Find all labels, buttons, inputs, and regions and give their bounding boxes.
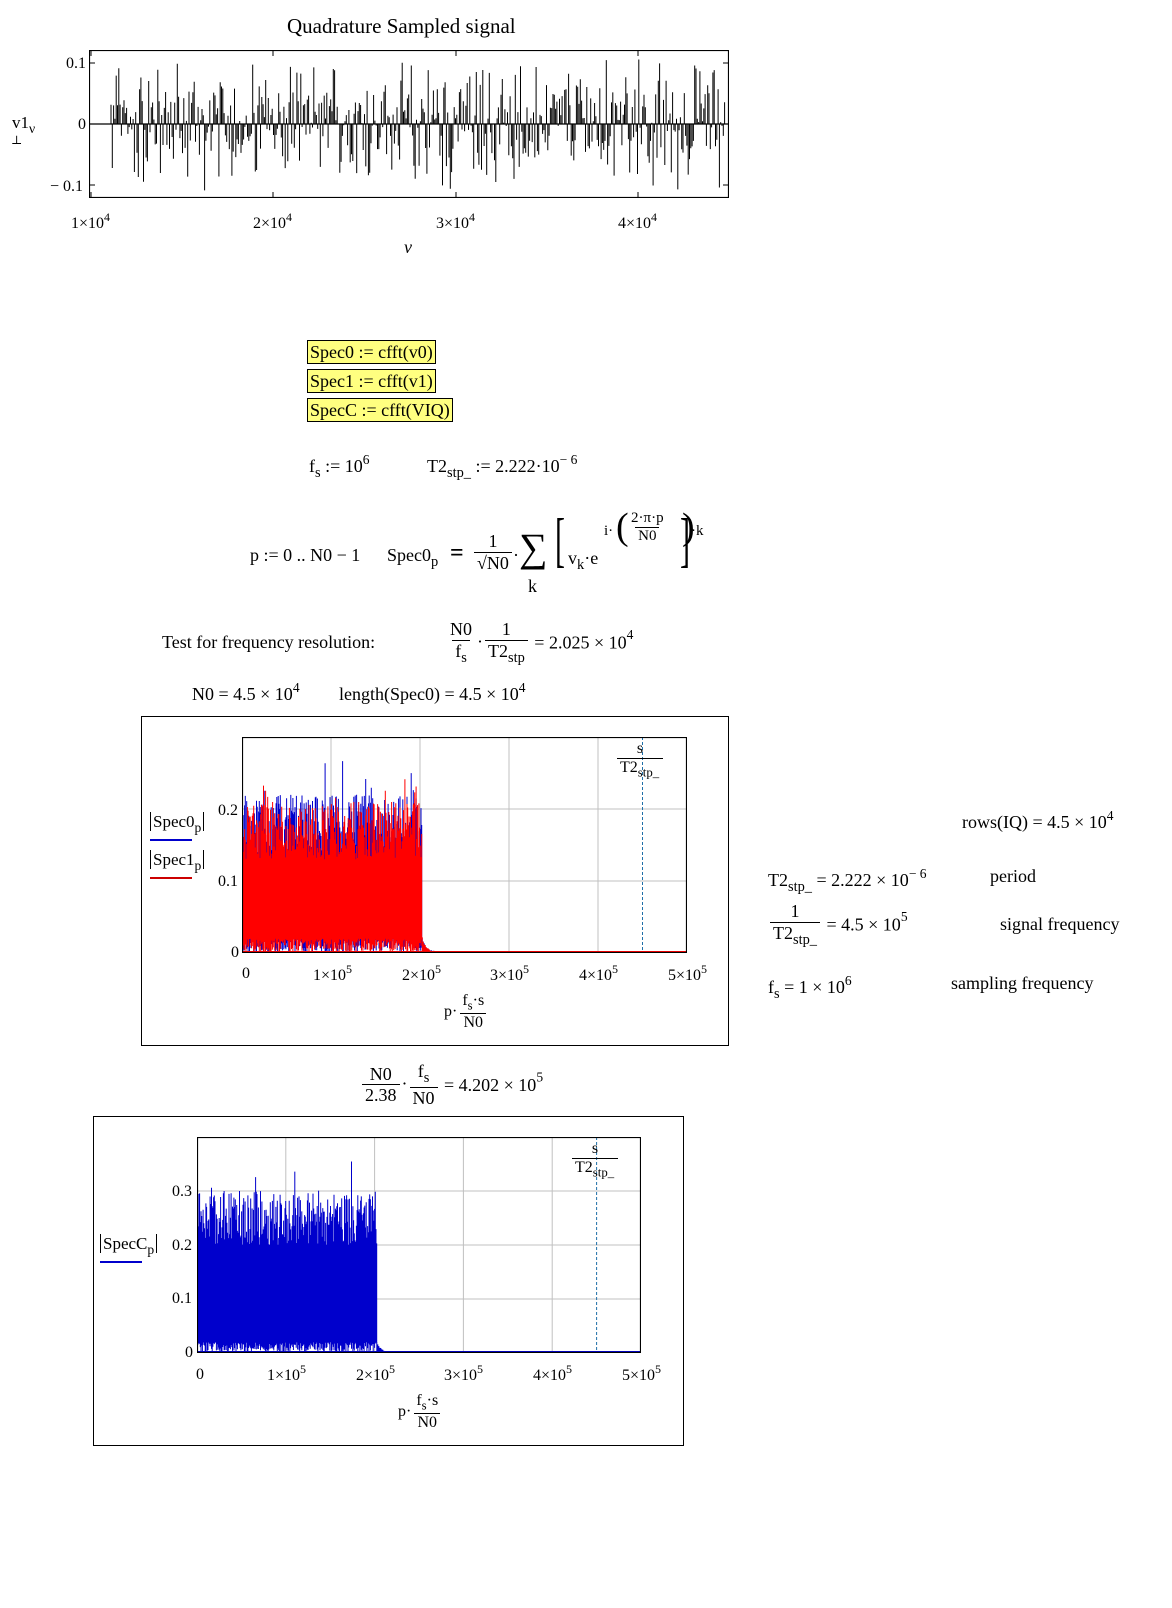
legend-line-red (150, 876, 192, 879)
mid-plot-marker-label: s T2stp_ (615, 740, 665, 780)
n0-value[interactable]: N0 = 4.5 × 104 (192, 680, 300, 705)
bottom-plot-ytick-2: 0.1 (172, 1290, 192, 1307)
bottom-plot-xtick-1: 1×105 (267, 1362, 307, 1385)
top-plot-xlabel: ν (404, 237, 412, 257)
bottom-plot-ytick-3: 0 (185, 1344, 193, 1361)
bracket-right: ] (679, 507, 690, 573)
top-plot-ytick-0: 0.1 (66, 55, 86, 72)
resolution-test-label: Test for frequency resolution: (162, 632, 376, 652)
paren-left: ( (616, 506, 629, 548)
resolution-test-expr[interactable]: N0 fs · 1 T2stp = 2.025 × 104 (450, 619, 634, 666)
rows-iq-result[interactable]: rows(IQ) = 4.5 × 104 (962, 808, 1114, 833)
mid-plot-legend-spec1: Spec1p (150, 850, 205, 879)
bottom-plot-ytick-1: 0.2 (172, 1237, 192, 1254)
legend-line-blue (150, 838, 192, 841)
bottom-plot-xlabel: p· fs·s N0 (398, 1392, 441, 1431)
definition-spec0-text: Spec0 := cfft(v0) (307, 340, 436, 364)
mid-plot-ytick-0: 0.2 (218, 802, 238, 819)
mid-plot-xtick-4: 4×105 (579, 962, 619, 985)
mid-plot-xlabel: p· fs·s N0 (444, 992, 487, 1031)
bottom-plot-legend-specc: SpecCp (100, 1234, 158, 1263)
definition-specc-text: SpecC := cfft(VIQ) (307, 398, 453, 422)
mid-plot-xtick-2: 2×105 (402, 962, 442, 985)
definition-spec0[interactable]: Spec0 := cfft(v0) (307, 340, 436, 364)
exponent-i: i· (604, 523, 614, 539)
bottom-plot-xtick-0: 0 (196, 1366, 204, 1383)
exponent-fraction: 2·π·p N0 (631, 510, 664, 544)
period-result[interactable]: T2stp_ = 2.222 × 10− 6 (768, 866, 927, 896)
paren-right: ) (682, 506, 695, 548)
t2-assignment[interactable]: T2stp_ := 2.222·10− 6 (427, 452, 578, 482)
mid-plot-xtick-1: 1×105 (313, 962, 353, 985)
top-plot-xtick-0: 1×104 (71, 210, 111, 233)
bottom-plot-xtick-4: 4×105 (533, 1362, 573, 1385)
sum-icon: ∑ (519, 525, 548, 570)
mid-plot-xtick-5: 5×105 (668, 962, 708, 985)
period-label: period (990, 866, 1036, 886)
mid-plot-ytick-2: 0 (231, 944, 239, 961)
definition-spec1[interactable]: Spec1 := cfft(v1) (307, 369, 436, 393)
top-plot-xtick-1: 2×104 (253, 210, 293, 233)
mid-plot-xtick-3: 3×105 (490, 962, 530, 985)
signal-frequency-result[interactable]: 1 T2stp_ = 4.5 × 105 (768, 901, 908, 948)
mid-plot-ytick-1: 0.1 (218, 873, 238, 890)
bottom-plot-xtick-2: 2×105 (356, 1362, 396, 1385)
bottom-plot-xtick-3: 3×105 (444, 1362, 484, 1385)
range-definition: p := 0 .. N0 − 1 (250, 545, 361, 565)
bracket-left: [ (554, 507, 565, 573)
length-spec0-value[interactable]: length(Spec0) = 4.5 × 104 (339, 680, 526, 705)
sampling-frequency-result[interactable]: fs = 1 × 106 (768, 973, 852, 1003)
sampling-frequency-label: sampling frequency (951, 973, 1094, 993)
definition-specc[interactable]: SpecC := cfft(VIQ) (307, 398, 453, 422)
definition-spec1-text: Spec1 := cfft(v1) (307, 369, 436, 393)
fs-assignment[interactable]: fs := 106 (309, 452, 370, 482)
top-plot-xtick-2: 3×104 (436, 210, 476, 233)
top-plot-area (89, 50, 729, 198)
exponent-k: ·k (691, 523, 704, 539)
sum-index: k (528, 576, 537, 596)
mid-plot-area (242, 737, 687, 953)
legend-line-blue (100, 1260, 142, 1263)
top-plot-xtick-3: 4×104 (618, 210, 658, 233)
spec0-lhs: Spec0p (387, 545, 439, 571)
mid-plot-legend-spec0: Spec0p (150, 812, 205, 841)
top-plot-ytick-2: − 0.1 (50, 178, 84, 195)
vk-term: vk·e (568, 548, 599, 574)
bottom-plot-area (197, 1137, 641, 1353)
signal-frequency-label: signal frequency (1000, 914, 1120, 934)
mid-plot-xtick-0: 0 (242, 965, 250, 982)
bottom-plot-marker-label: s T2stp_ (570, 1140, 620, 1180)
ratio-expression[interactable]: N0 2.38 · fs N0 = 4.202 × 105 (360, 1061, 543, 1109)
bold-equals: = (450, 540, 464, 566)
top-plot-title: Quadrature Sampled signal (287, 14, 516, 38)
top-plot-ylabel: v1ν (12, 113, 36, 136)
top-plot-ytick-1: 0 (78, 116, 86, 133)
normalization-fraction: 1 √N0 (472, 531, 514, 573)
bottom-plot-xtick-5: 5×105 (622, 1362, 662, 1385)
bottom-plot-ytick-0: 0.3 (172, 1183, 192, 1200)
top-plot-ylabel-marker: ⊥ (11, 133, 23, 147)
